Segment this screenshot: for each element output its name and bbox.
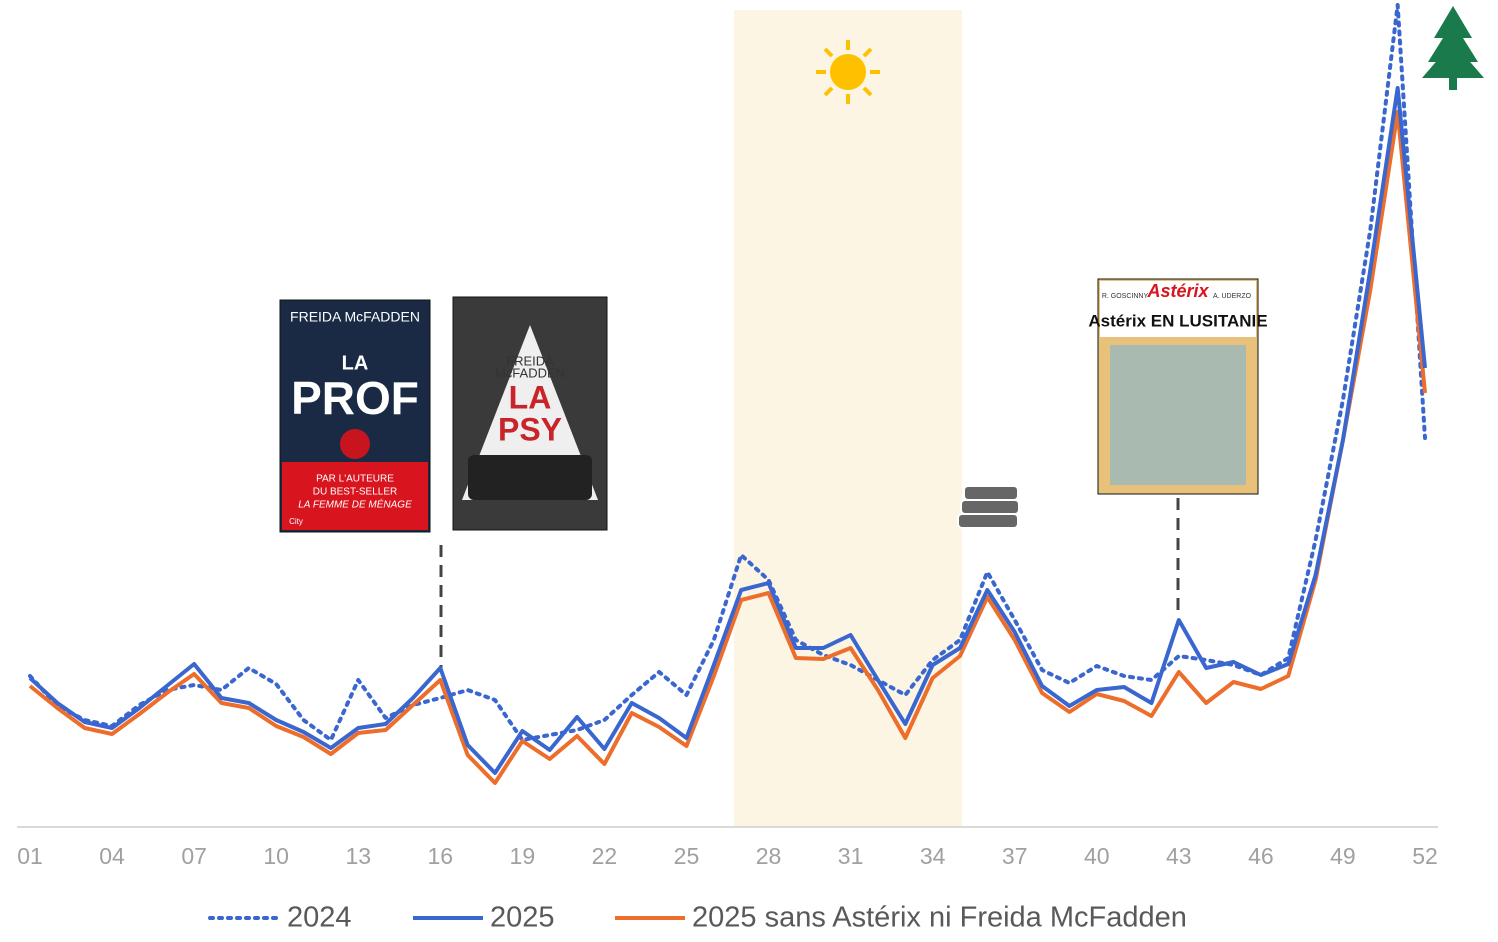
- legend-label: 2025: [490, 902, 555, 934]
- cover-text: R. GOSCINNY: [1102, 293, 1149, 300]
- cover-prof: FREIDA McFADDEN LA PROF PAR L'AUTEURE DU…: [279, 299, 431, 533]
- x-tick-label: 49: [1330, 843, 1356, 869]
- series-line: [28, 86, 1427, 775]
- x-tick-label: 19: [510, 843, 536, 869]
- cover-text: Astérix EN LUSITANIE: [1088, 311, 1267, 330]
- cover-band: [282, 462, 428, 530]
- cover-text: McFADDEN: [495, 365, 565, 380]
- cover-text: LA: [342, 352, 369, 374]
- x-tick-label: 31: [838, 843, 864, 869]
- tree-icon: [1422, 6, 1484, 90]
- x-tick-label: 07: [181, 843, 207, 869]
- cover-text: PAR L'AUTEURE: [316, 474, 394, 485]
- cover-text: Astérix: [1146, 281, 1209, 301]
- x-tick-label: 46: [1248, 843, 1274, 869]
- couch: [468, 455, 592, 500]
- cover-text: A. UDERZO: [1213, 293, 1252, 300]
- x-tick-label: 10: [263, 843, 289, 869]
- cover-asterix: R. GOSCINNY Astérix A. UDERZO Astérix EN…: [1088, 278, 1268, 495]
- apple: [340, 429, 370, 459]
- cover-text: LA FEMME DE MÉNAGE: [298, 498, 412, 511]
- cover-text: PSY: [498, 411, 562, 447]
- cover-text: LA: [509, 379, 552, 415]
- x-tick-label: 28: [756, 843, 782, 869]
- cover-text: FREIDA: [506, 353, 554, 368]
- x-tick-label: 34: [920, 843, 946, 869]
- cover-text: DU BEST-SELLER: [313, 487, 397, 498]
- cover-text: FREIDA McFADDEN: [290, 309, 420, 325]
- x-tick-label: 04: [99, 843, 125, 869]
- x-tick-label: 52: [1412, 843, 1438, 869]
- x-tick-label: 43: [1166, 843, 1192, 869]
- x-tick-label: 40: [1084, 843, 1110, 869]
- books-icon: [957, 485, 1020, 529]
- summer-band: [734, 10, 962, 827]
- x-tick-label: 13: [345, 843, 371, 869]
- x-tick-label: 25: [674, 843, 700, 869]
- cover-header: [1100, 281, 1256, 337]
- series-line: [28, 3, 1427, 742]
- series-line: [28, 110, 1427, 785]
- sun-icon: [816, 40, 880, 104]
- x-tick-label: 16: [427, 843, 453, 869]
- cover-art: [1110, 345, 1246, 485]
- x-tick-label: 37: [1002, 843, 1028, 869]
- legend-label: 2025 sans Astérix ni Freida McFadden: [692, 902, 1187, 934]
- x-tick-label: 01: [17, 843, 43, 869]
- legend-label: 2024: [287, 902, 352, 934]
- cover-text: PROF: [291, 372, 419, 424]
- cover-psy: FREIDA McFADDEN LA PSY: [452, 296, 608, 531]
- cover-text: City: [289, 517, 303, 526]
- x-tick-label: 22: [592, 843, 618, 869]
